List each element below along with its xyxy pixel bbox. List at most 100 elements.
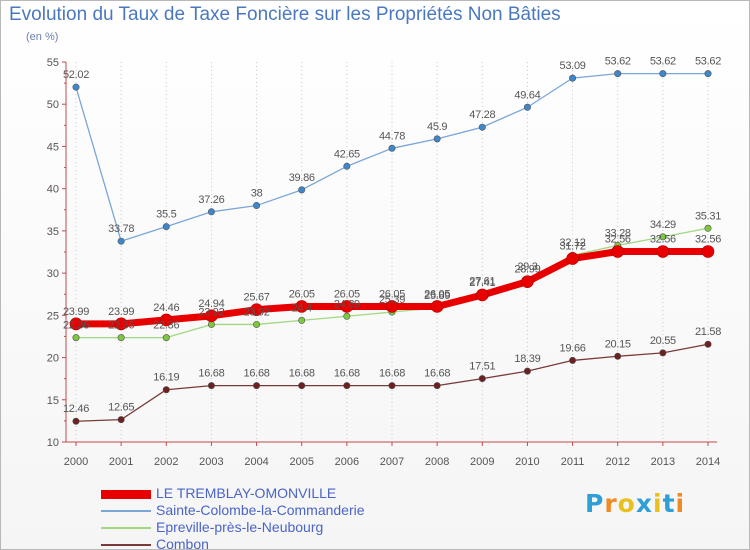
data-point (388, 382, 396, 390)
legend-swatch (101, 510, 151, 512)
data-label: 22.36 (63, 320, 89, 332)
data-point (704, 224, 712, 232)
data-label: 12.65 (108, 402, 134, 414)
chart-subtitle: (en %) (26, 31, 59, 43)
data-label: 27.41 (469, 277, 495, 289)
data-label: 22.36 (153, 320, 179, 332)
data-point (704, 70, 712, 78)
data-point (569, 74, 577, 82)
data-point (611, 245, 625, 258)
data-point (343, 162, 351, 170)
data-point (253, 320, 261, 328)
data-point (253, 202, 261, 210)
x-tick-label: 2000 (64, 456, 88, 468)
x-tick-label: 2007 (380, 456, 404, 468)
y-tick-label: 20 (47, 353, 59, 365)
data-point (298, 382, 306, 390)
data-label: 26.05 (424, 288, 450, 300)
data-point (566, 252, 579, 265)
y-tick-label: 30 (47, 268, 59, 280)
data-label: 53.62 (650, 56, 676, 68)
y-tick-label: 15 (47, 395, 59, 407)
data-point (298, 316, 306, 324)
logo-letter: t (662, 489, 676, 518)
chart-title: Evolution du Taux de Taxe Foncière sur l… (9, 4, 561, 25)
data-point (250, 303, 263, 316)
data-point (433, 382, 441, 390)
data-label: 29.3 (517, 261, 537, 273)
data-label: 26.05 (334, 288, 360, 300)
data-label: 44.78 (379, 130, 405, 142)
x-tick-label: 2009 (470, 456, 494, 468)
x-tick-label: 2003 (199, 456, 223, 468)
data-label: 26.05 (379, 288, 405, 300)
data-point (388, 144, 396, 152)
data-label: 16.68 (198, 368, 224, 380)
y-tick-label: 45 (47, 141, 59, 153)
data-point (659, 70, 667, 78)
x-tick-label: 2008 (425, 456, 449, 468)
data-label: 35.31 (695, 210, 721, 222)
data-point (569, 356, 577, 364)
data-point (340, 300, 354, 313)
data-point (523, 367, 531, 375)
data-label: 16.68 (379, 368, 405, 380)
data-label: 52.02 (63, 69, 89, 81)
y-tick-label: 25 (47, 310, 59, 322)
data-label: 22.36 (108, 320, 134, 332)
data-label: 53.62 (605, 56, 631, 68)
data-point (298, 186, 306, 194)
data-point (72, 417, 80, 425)
data-point (343, 382, 351, 390)
data-point (523, 103, 531, 111)
data-label: 25.67 (244, 292, 270, 304)
data-label: 28.99 (514, 264, 540, 276)
y-tick-label: 35 (47, 226, 59, 238)
x-tick-label: 2010 (515, 456, 539, 468)
data-label: 53.62 (695, 56, 721, 68)
legend-label: Epreville-près-le-Neubourg (156, 519, 324, 535)
data-label: 26.05 (289, 288, 315, 300)
logo-letter: o (617, 489, 636, 518)
data-point (207, 382, 215, 390)
data-label: 47.28 (469, 109, 495, 121)
data-label: 32.12 (560, 237, 586, 249)
data-label: 23.92 (198, 306, 224, 318)
legend-label: LE TREMBLAY-OMONVILLE (156, 485, 337, 501)
data-point (704, 340, 712, 348)
data-label: 53.09 (560, 60, 586, 72)
logo-letter: P (585, 489, 605, 518)
data-label: 25.39 (379, 294, 405, 306)
data-label: 25.89 (424, 290, 450, 302)
x-tick-label: 2001 (109, 456, 133, 468)
y-tick-label: 50 (47, 99, 59, 111)
data-label: 49.64 (514, 89, 540, 101)
data-label: 16.68 (244, 368, 270, 380)
logo-letter: r (604, 489, 618, 518)
data-label: 39.86 (289, 172, 315, 184)
data-point (205, 309, 218, 323)
y-tick-label: 40 (47, 184, 59, 196)
logo-letter: i (653, 489, 663, 518)
data-label: 24.46 (153, 302, 179, 314)
data-point (614, 352, 622, 360)
legend-label: Sainte-Colombe-la-Commanderie (156, 502, 365, 518)
legend-swatch (101, 527, 151, 529)
data-label: 24.4 (292, 302, 312, 314)
data-point (478, 123, 486, 131)
x-tick-label: 2004 (244, 456, 268, 468)
data-point (433, 135, 441, 143)
data-label: 20.55 (650, 335, 676, 347)
data-label: 20.15 (605, 338, 631, 350)
data-label: 32.56 (695, 233, 721, 245)
x-tick-label: 2012 (605, 456, 629, 468)
y-tick-label: 10 (47, 437, 59, 449)
data-point (295, 300, 309, 313)
data-point (114, 317, 128, 331)
data-point (659, 349, 667, 357)
data-point (162, 386, 170, 394)
data-label: 23.99 (63, 306, 89, 318)
data-label: 33.78 (108, 223, 134, 235)
